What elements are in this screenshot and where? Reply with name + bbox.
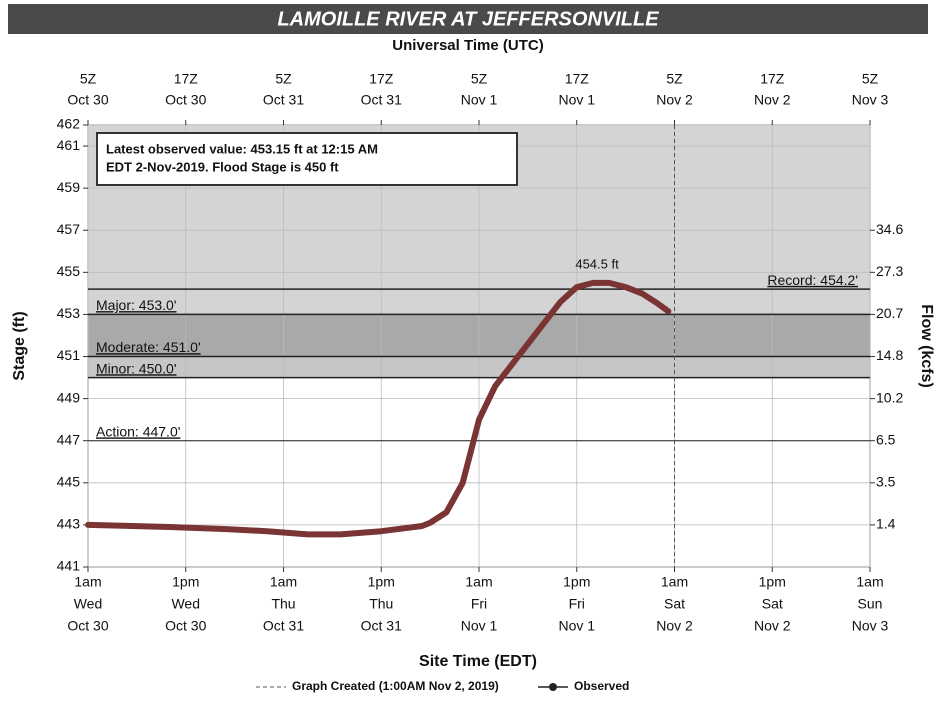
y-tick-label: 447 [57, 431, 81, 447]
x-tick-label: 1am [661, 574, 688, 590]
y2-tick-label: 1.4 [876, 516, 896, 532]
top-tick-date: Nov 2 [656, 92, 693, 108]
y2-tick-label: 6.5 [876, 431, 896, 447]
y-tick-label: 461 [57, 137, 81, 153]
flood-label: Minor: 450.0' [96, 360, 177, 376]
x-tick-date: Nov 3 [852, 618, 889, 634]
y-tick-label: 445 [57, 474, 81, 490]
top-axis-title: Universal Time (UTC) [392, 37, 543, 54]
x-tick-date: Oct 30 [67, 618, 108, 634]
y2-tick-label: 10.2 [876, 389, 903, 405]
x-tick-day: Sun [858, 596, 883, 612]
y2-tick-label: 3.5 [876, 474, 896, 490]
x-tick-label: 1pm [563, 574, 590, 590]
info-text: Latest observed value: 453.15 ft at 12:1… [106, 141, 378, 156]
top-tick-label: 5Z [80, 71, 97, 87]
flood-label: Major: 453.0' [96, 297, 177, 313]
top-tick-label: 5Z [862, 71, 879, 87]
x-tick-date: Oct 31 [263, 618, 304, 634]
flood-label: Record: 454.2' [767, 272, 858, 288]
x-tick-label: 1am [465, 574, 492, 590]
x-tick-day: Fri [569, 596, 585, 612]
x-tick-date: Nov 2 [754, 618, 791, 634]
x-tick-day: Sat [664, 596, 685, 612]
top-tick-label: 17Z [369, 71, 394, 87]
y-tick-label: 441 [57, 558, 81, 574]
flood-label: Moderate: 451.0' [96, 339, 201, 355]
legend-created-label: Graph Created (1:00AM Nov 2, 2019) [292, 679, 499, 693]
top-tick-label: 5Z [275, 71, 292, 87]
legend-observed-label: Observed [574, 679, 629, 693]
y-tick-label: 451 [57, 347, 81, 363]
flood-label: Action: 447.0' [96, 423, 180, 439]
legend-observed-marker [549, 683, 557, 691]
y2-tick-label: 34.6 [876, 221, 903, 237]
y-tick-label: 443 [57, 516, 81, 532]
peak-label: 454.5 ft [575, 256, 619, 271]
y-axis-title: Stage (ft) [11, 311, 28, 380]
y-tick-label: 449 [57, 389, 81, 405]
y-tick-label: 453 [57, 305, 81, 321]
x-tick-day: Thu [271, 596, 295, 612]
top-tick-date: Nov 1 [461, 92, 498, 108]
x-tick-date: Oct 30 [165, 618, 206, 634]
top-tick-date: Oct 31 [263, 92, 304, 108]
top-tick-date: Nov 2 [754, 92, 791, 108]
x-tick-label: 1am [856, 574, 883, 590]
x-tick-day: Thu [369, 596, 393, 612]
top-tick-date: Oct 30 [67, 92, 108, 108]
top-tick-label: 5Z [666, 71, 683, 87]
x-tick-date: Nov 1 [461, 618, 498, 634]
y-tick-label: 457 [57, 221, 81, 237]
top-tick-date: Oct 30 [165, 92, 206, 108]
observed-line [85, 279, 672, 538]
y2-axis-title: Flow (kcfs) [918, 304, 935, 388]
x-tick-day: Sat [762, 596, 783, 612]
top-tick-label: 17Z [760, 71, 785, 87]
x-tick-date: Nov 2 [656, 618, 693, 634]
chart-title: LAMOILLE RIVER AT JEFFERSONVILLE [277, 8, 659, 30]
top-tick-date: Nov 1 [558, 92, 595, 108]
x-tick-date: Nov 1 [558, 618, 595, 634]
y-tick-label: 459 [57, 179, 81, 195]
top-tick-label: 5Z [471, 71, 488, 87]
x-tick-label: 1pm [368, 574, 395, 590]
x-axis-title: Site Time (EDT) [419, 653, 537, 670]
title-bar [8, 4, 928, 34]
top-tick-date: Oct 31 [361, 92, 402, 108]
y-tick-label: 455 [57, 263, 81, 279]
x-tick-label: 1am [270, 574, 297, 590]
x-tick-label: 1am [74, 574, 101, 590]
x-tick-label: 1pm [759, 574, 786, 590]
x-tick-day: Wed [171, 596, 200, 612]
info-box [96, 132, 518, 186]
top-tick-label: 17Z [174, 71, 199, 87]
y-tick-label: 462 [57, 116, 81, 132]
y2-tick-label: 27.3 [876, 263, 903, 279]
x-tick-date: Oct 31 [361, 618, 402, 634]
x-tick-day: Wed [74, 596, 103, 612]
top-tick-label: 17Z [565, 71, 590, 87]
x-tick-label: 1pm [172, 574, 199, 590]
x-tick-day: Fri [471, 596, 487, 612]
top-tick-date: Nov 3 [852, 92, 889, 108]
y2-tick-label: 20.7 [876, 305, 903, 321]
info-text: EDT 2-Nov-2019. Flood Stage is 450 ft [106, 159, 339, 174]
y2-tick-label: 14.8 [876, 347, 903, 363]
